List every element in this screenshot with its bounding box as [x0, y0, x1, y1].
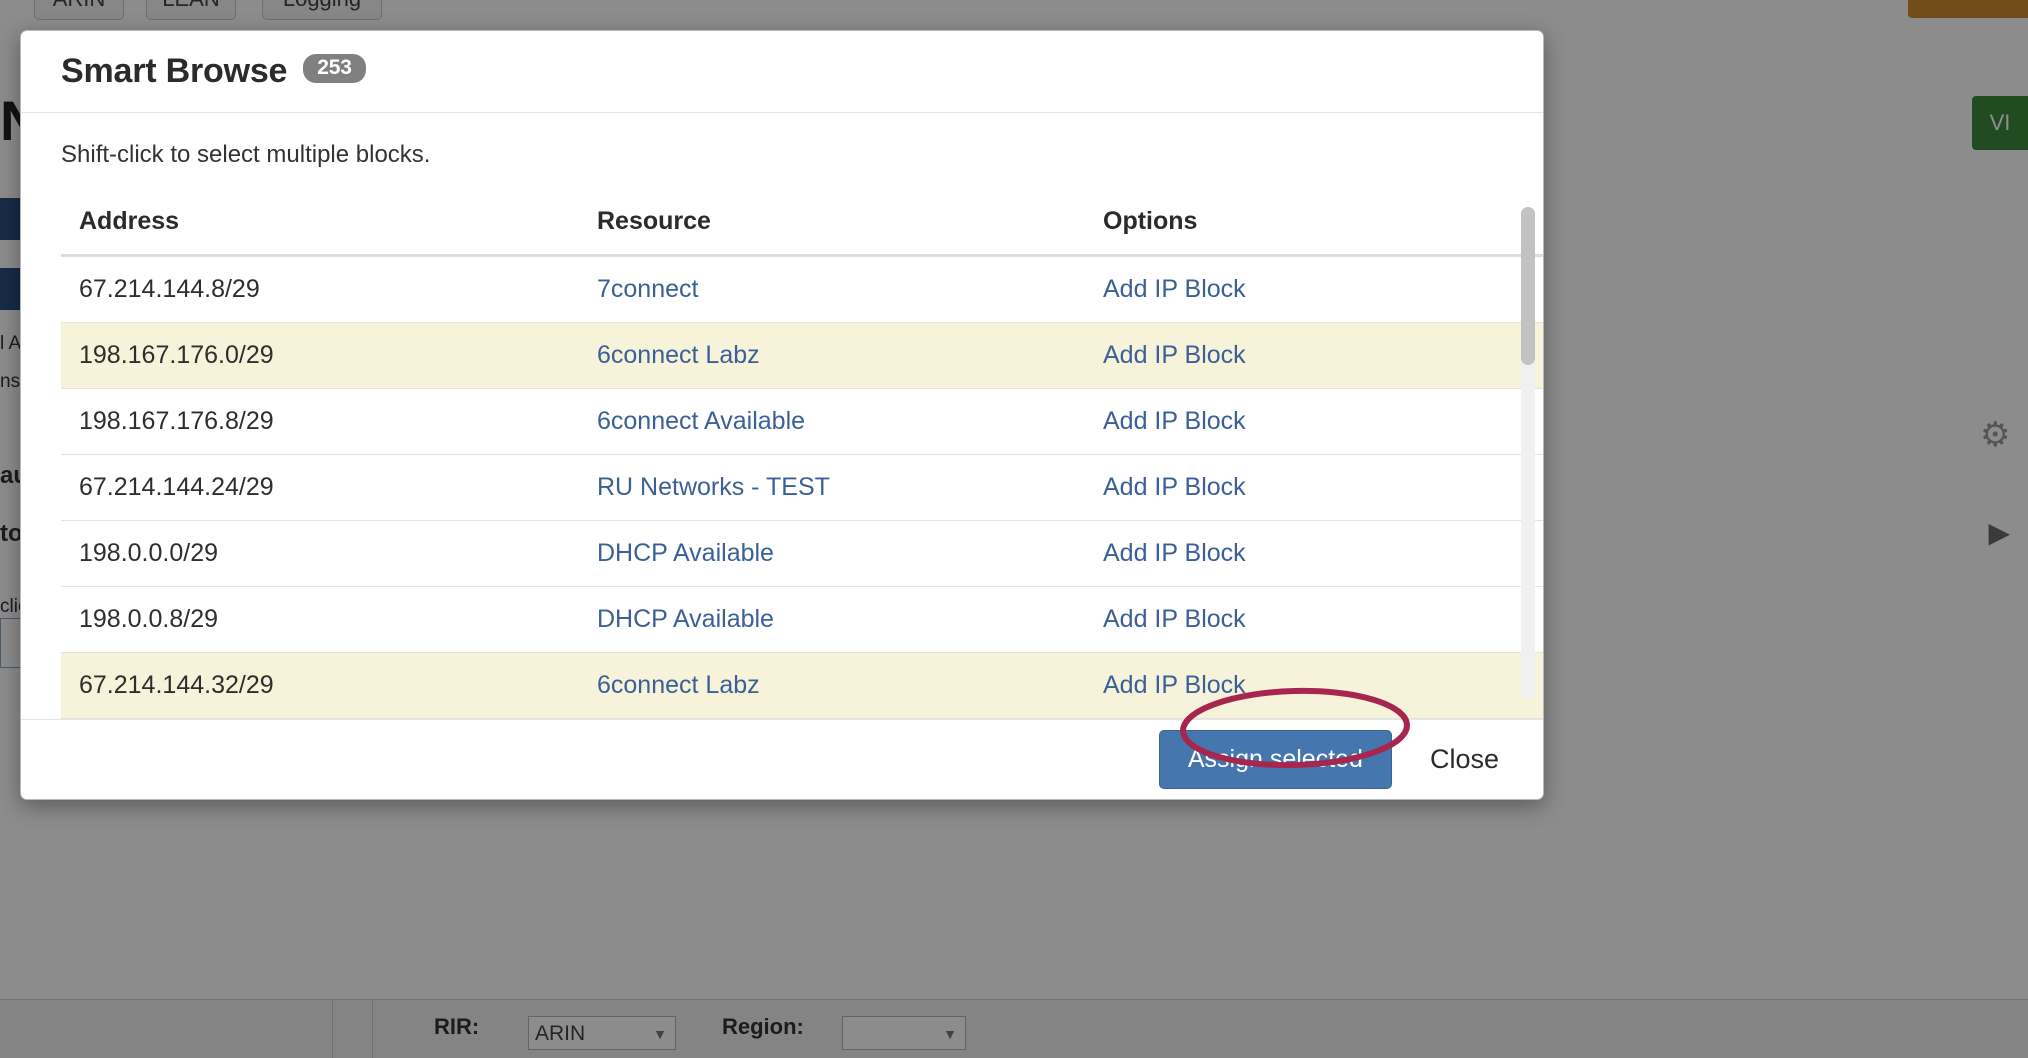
- scrollbar-track[interactable]: [1521, 207, 1535, 699]
- chevron-down-icon: ▼: [943, 1026, 957, 1042]
- cell-options: Add IP Block: [1085, 388, 1543, 455]
- background-view-button[interactable]: VI: [1972, 96, 2028, 150]
- rir-select[interactable]: ▼ ARIN: [528, 1016, 676, 1050]
- background-view-button-label: VI: [1989, 110, 2011, 135]
- cell-address[interactable]: 198.0.0.0/29: [61, 520, 579, 587]
- table-body: 67.214.144.8/29 7connect Add IP Block 198.1…: [61, 255, 1543, 721]
- add-ip-block-link[interactable]: Add IP Block: [1103, 275, 1246, 303]
- table-row[interactable]: 198.167.176.8/29 6connect Available Add IP…: [61, 388, 1543, 455]
- cell-resource: DHCP Available: [579, 520, 1085, 587]
- chevron-down-icon: ▼: [653, 1026, 667, 1042]
- cell-address[interactable]: 67.214.144.8/29: [61, 255, 579, 323]
- cell-options: Add IP Block: [1085, 454, 1543, 521]
- tab-arin-label: ARIN: [53, 0, 106, 11]
- add-ip-block-link[interactable]: Add IP Block: [1103, 539, 1246, 567]
- gear-icon[interactable]: ⚙: [1980, 416, 2011, 454]
- background-divider-1: [332, 1000, 333, 1058]
- cell-resource: 6connect Labz: [579, 322, 1085, 389]
- column-header-options: Options: [1085, 195, 1543, 257]
- resource-link[interactable]: DHCP Available: [597, 539, 774, 567]
- add-ip-block-link[interactable]: Add IP Block: [1103, 605, 1246, 633]
- cell-options: Add IP Block: [1085, 520, 1543, 587]
- tab-lean[interactable]: LEAN: [146, 0, 236, 20]
- background-divider-2: [372, 1000, 373, 1058]
- cell-resource: 6connect Available: [579, 388, 1085, 455]
- cell-address[interactable]: 198.0.0.8/29: [61, 586, 579, 653]
- add-ip-block-link[interactable]: Add IP Block: [1103, 407, 1246, 435]
- scrollbar-thumb[interactable]: [1521, 207, 1535, 365]
- table-row[interactable]: 67.214.144.8/29 7connect Add IP Block: [61, 255, 1543, 323]
- close-button[interactable]: Close: [1429, 744, 1499, 774]
- table-head: Address Resource Options: [61, 195, 1543, 257]
- column-header-resource: Resource: [579, 195, 1085, 257]
- column-header-address: Address: [61, 195, 579, 257]
- status-badge: 253: [303, 54, 366, 83]
- table-scroll-area[interactable]: Address Resource Options 67.214.144.8/29…: [21, 195, 1543, 721]
- table-row[interactable]: 198.0.0.8/29 DHCP Available Add IP Block: [61, 586, 1543, 653]
- cell-options: Add IP Block: [1085, 255, 1543, 323]
- resource-link[interactable]: 6connect Available: [597, 407, 806, 435]
- table-row[interactable]: 67.214.144.24/29 RU Networks - TEST Add IP…: [61, 454, 1543, 521]
- rir-label: RIR:: [434, 1014, 480, 1039]
- table-row[interactable]: 198.0.0.0/29 DHCP Available Add IP Block: [61, 520, 1543, 587]
- background-action-button[interactable]: [1908, 0, 2028, 18]
- chevron-right-icon[interactable]: ▶: [1988, 517, 2010, 548]
- background-text-1: l A: [0, 333, 22, 354]
- cell-options: Add IP Block: [1085, 586, 1543, 653]
- resource-link[interactable]: 6connect Labz: [597, 671, 760, 699]
- table-row[interactable]: 198.167.176.0/29 6connect Labz Add IP Bloc…: [61, 322, 1543, 389]
- modal-body: Shift-click to select multiple blocks. A…: [21, 113, 1543, 721]
- table-header-row: Address Resource Options: [61, 195, 1543, 257]
- modal-title-text: Smart Browse: [61, 52, 288, 90]
- table-row[interactable]: 67.214.144.32/29 6connect Labz Add IP Bloc…: [61, 652, 1543, 719]
- background-topbar: [0, 0, 2028, 22]
- cell-resource: 6connect Labz: [579, 652, 1085, 719]
- cell-address[interactable]: 67.214.144.24/29: [61, 454, 579, 521]
- assign-selected-button[interactable]: Assign selected: [1158, 730, 1392, 789]
- background-text-4: to: [0, 520, 23, 547]
- tab-lean-label: LEAN: [162, 0, 219, 11]
- resource-link[interactable]: DHCP Available: [597, 605, 774, 633]
- resource-link[interactable]: RU Networks - TEST: [597, 473, 830, 501]
- background-text-2: ns: [0, 371, 21, 392]
- region-label: Region:: [722, 1014, 804, 1039]
- modal-footer: Assign selected Close: [21, 719, 1543, 799]
- ip-blocks-table: Address Resource Options 67.214.144.8/29…: [61, 195, 1543, 721]
- tab-logging-label: Logging: [283, 0, 361, 11]
- cell-options: Add IP Block: [1085, 652, 1543, 719]
- cell-address[interactable]: 67.214.144.32/29: [61, 652, 579, 719]
- cell-address[interactable]: 198.167.176.0/29: [61, 322, 579, 389]
- cell-resource: DHCP Available: [579, 586, 1085, 653]
- background-form-strip: [0, 999, 2028, 1058]
- add-ip-block-link[interactable]: Add IP Block: [1103, 473, 1246, 501]
- page-title: Smart Browse 253: [61, 52, 366, 91]
- resource-link[interactable]: 7connect: [597, 275, 699, 303]
- cell-options: Add IP Block: [1085, 322, 1543, 389]
- cell-resource: 7connect: [579, 255, 1085, 323]
- tab-logging[interactable]: Logging: [262, 0, 382, 20]
- modal-header: Smart Browse 253: [21, 31, 1543, 113]
- add-ip-block-link[interactable]: Add IP Block: [1103, 671, 1246, 699]
- region-select[interactable]: ▼: [842, 1016, 966, 1050]
- cell-resource: RU Networks - TEST: [579, 454, 1085, 521]
- rir-select-value: ARIN: [535, 1022, 586, 1045]
- tab-arin[interactable]: ARIN: [34, 0, 124, 20]
- add-ip-block-link[interactable]: Add IP Block: [1103, 341, 1246, 369]
- cell-address[interactable]: 198.167.176.8/29: [61, 388, 579, 455]
- resource-link[interactable]: 6connect Labz: [597, 341, 760, 369]
- helper-text: Shift-click to select multiple blocks.: [61, 141, 431, 168]
- smart-browse-modal: Smart Browse 253 Shift-click to select mu…: [20, 30, 1544, 800]
